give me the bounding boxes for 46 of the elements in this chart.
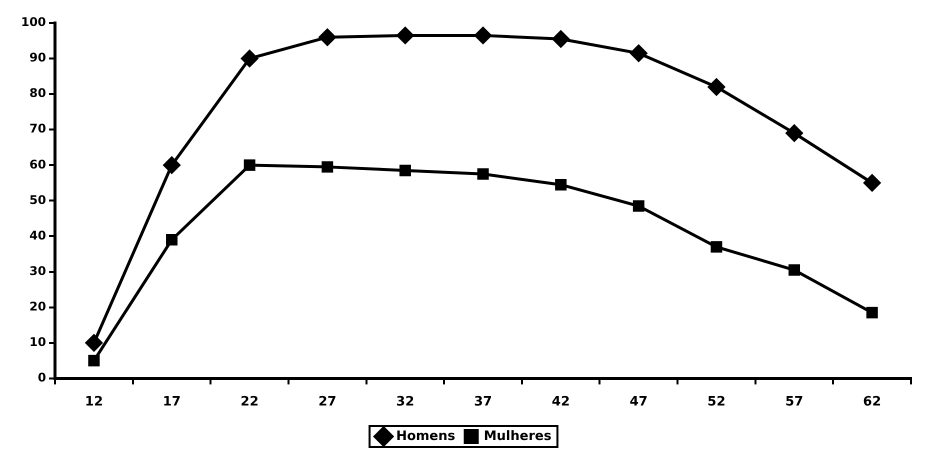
point xyxy=(166,234,178,246)
x-tick-label: 47 xyxy=(630,394,648,410)
x-tick-label: 12 xyxy=(84,394,104,410)
x-tick-label: 62 xyxy=(863,394,882,410)
legend-label: Mulheres xyxy=(484,428,552,444)
point xyxy=(630,44,648,62)
y-tick-label: 50 xyxy=(29,192,46,207)
y-tick-label: 0 xyxy=(38,370,46,385)
x-tick-label: 57 xyxy=(785,394,804,410)
point xyxy=(552,30,570,48)
y-tick-label: 90 xyxy=(29,50,46,65)
y-tick-label: 60 xyxy=(29,157,46,172)
y-tick-label: 80 xyxy=(29,86,46,100)
y-tick-label: 20 xyxy=(29,299,46,314)
point xyxy=(396,26,414,44)
point xyxy=(788,264,800,276)
y-tick-label: 40 xyxy=(29,228,46,242)
point xyxy=(322,161,334,173)
point xyxy=(555,178,567,190)
legend-label: Homens xyxy=(396,428,456,444)
point xyxy=(864,174,881,192)
point xyxy=(88,354,100,366)
point xyxy=(399,164,411,176)
point xyxy=(474,26,492,44)
point xyxy=(477,168,489,180)
point xyxy=(786,124,803,142)
y-tick-label: 100 xyxy=(20,15,46,30)
point xyxy=(241,50,258,68)
point xyxy=(710,241,722,253)
point xyxy=(318,28,336,46)
x-tick-label: 42 xyxy=(552,394,570,410)
x-tick-label: 22 xyxy=(240,394,259,410)
point xyxy=(708,78,725,96)
point xyxy=(163,156,180,174)
x-tick-label: 32 xyxy=(396,394,414,410)
point xyxy=(866,306,878,318)
point xyxy=(85,334,102,352)
y-tick-label: 30 xyxy=(29,264,46,278)
x-tick-label: 17 xyxy=(162,394,181,410)
x-tick-label: 52 xyxy=(707,394,726,410)
y-tick-label: 10 xyxy=(29,334,46,349)
y-tick-label: 70 xyxy=(29,122,46,136)
point xyxy=(632,200,644,212)
point xyxy=(244,159,256,171)
x-tick-label: 37 xyxy=(474,394,492,410)
x-tick-label: 27 xyxy=(318,394,336,410)
